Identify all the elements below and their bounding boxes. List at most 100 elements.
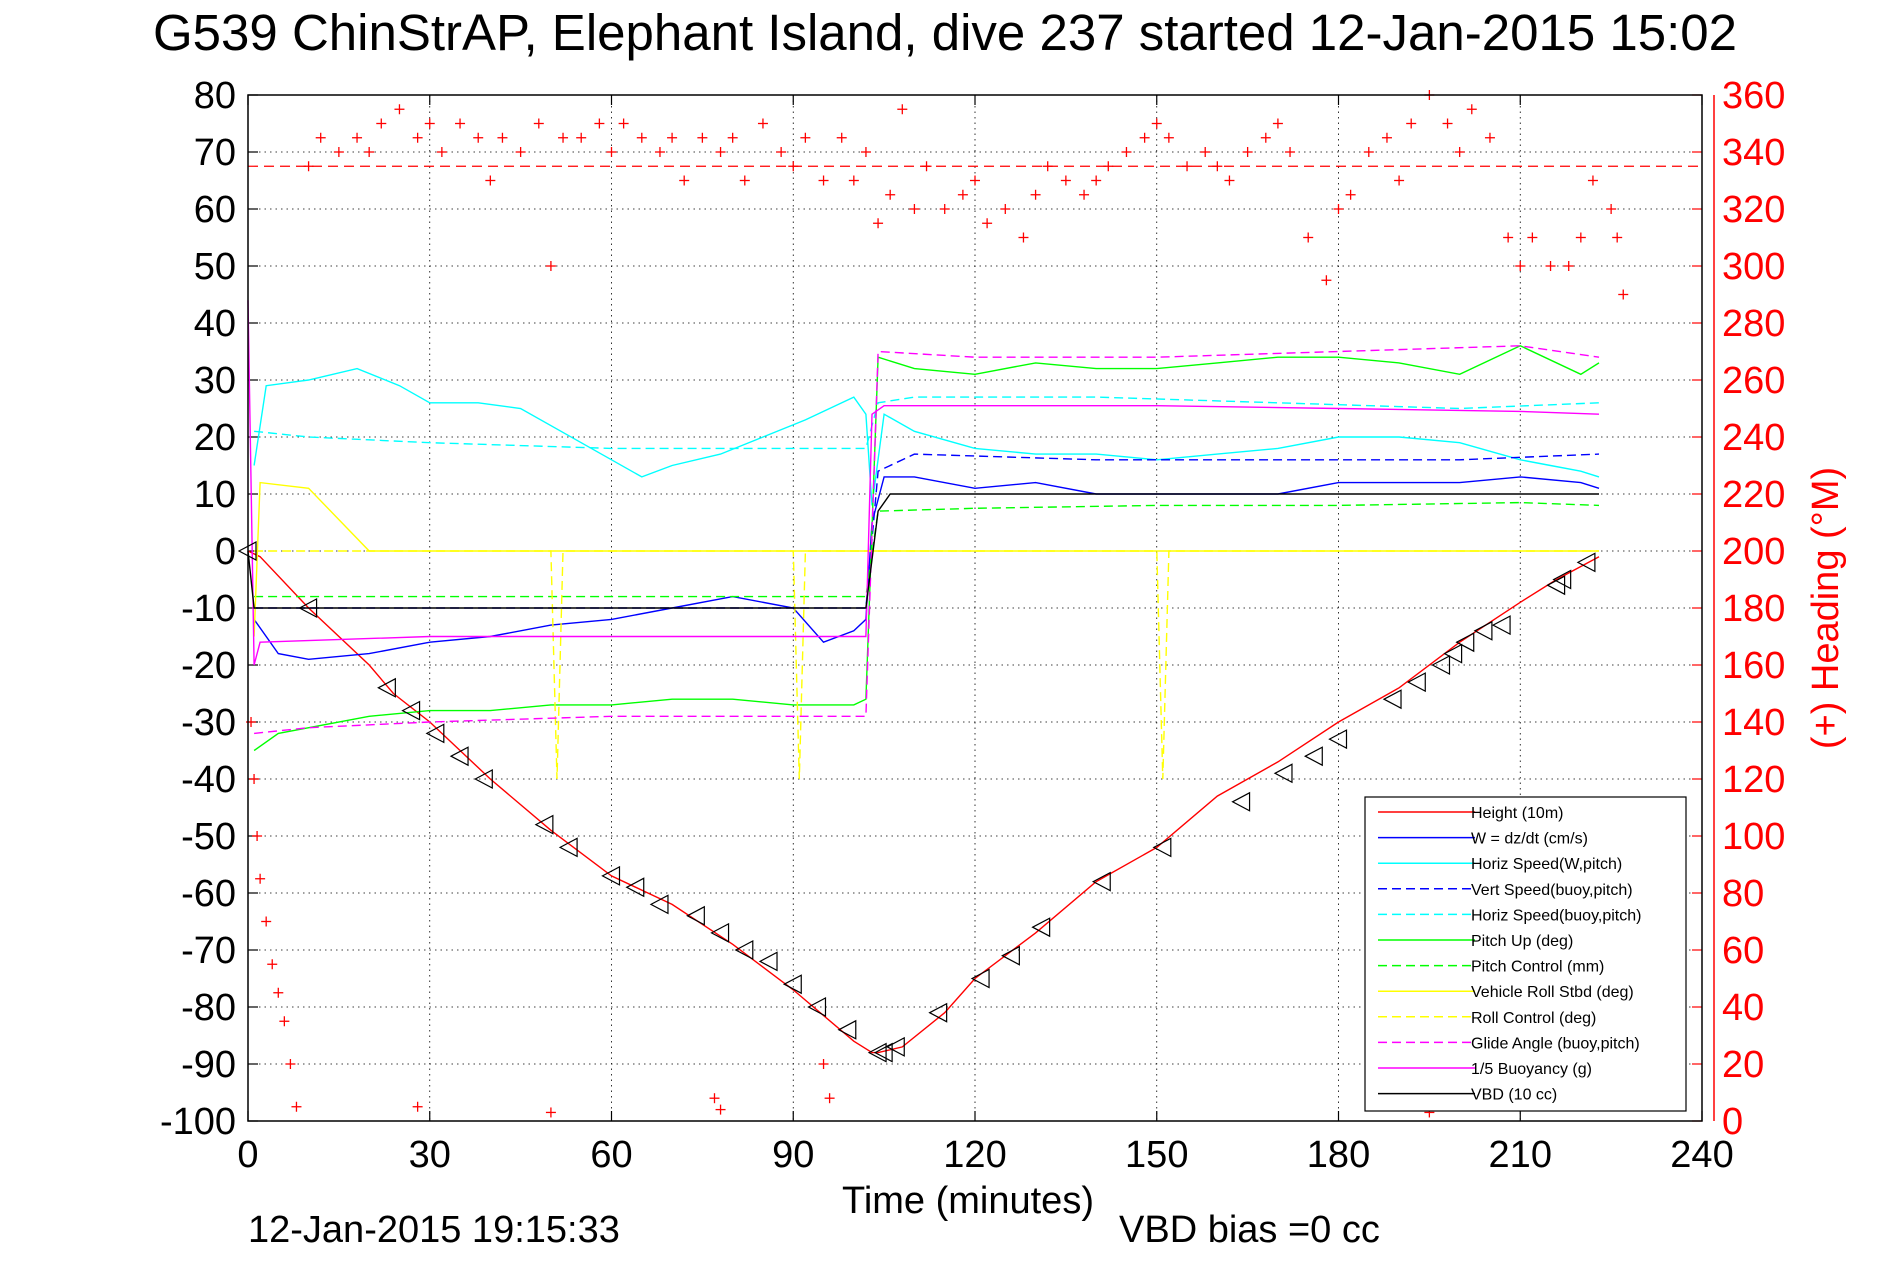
heading-point (1545, 261, 1556, 271)
depth-marker (1552, 569, 1572, 590)
heading-point (909, 204, 920, 214)
depth-marker (298, 598, 318, 618)
heading-point (1103, 161, 1114, 172)
heading-point (455, 118, 466, 129)
y-tick-label: 0 (215, 531, 236, 573)
heading-point (897, 104, 908, 115)
heading-point (473, 132, 484, 143)
heading-point (1515, 261, 1526, 271)
depth-marker (1273, 763, 1293, 784)
heading-point (249, 774, 260, 784)
heading-point (1030, 189, 1041, 200)
y-right-tick-label: 280 (1722, 303, 1785, 345)
y-tick-label: 70 (194, 132, 236, 174)
heading-point (252, 831, 263, 841)
y-right-tick-label: 240 (1722, 417, 1785, 459)
heading-point (279, 1016, 290, 1027)
heading-point (818, 1059, 829, 1069)
heading-point (333, 147, 344, 157)
heading-point (545, 1107, 556, 1118)
heading-point (757, 118, 768, 129)
heading-point (1042, 161, 1053, 172)
heading-point (1503, 232, 1514, 243)
depth-marker (807, 997, 827, 1017)
series-vbd-10-cc (247, 493, 1599, 609)
heading-point (285, 1059, 296, 1069)
chart-title: G539 ChinStrAP, Elephant Island, dive 23… (153, 4, 1737, 61)
heading-point (1484, 132, 1495, 143)
depth-marker (1576, 552, 1596, 573)
heading-point (558, 132, 569, 143)
heading-point (352, 132, 363, 143)
y-right-tick-label: 140 (1722, 702, 1785, 744)
heading-point (939, 204, 950, 214)
depth-marker (1091, 871, 1111, 892)
y-axis-left: 80 70 60 50 40 30 20 10 0 -10 -20 -30 -40 -50 -60 -70 -8… (160, 75, 258, 1143)
depth-marker (867, 1042, 887, 1063)
x-tick-label: 60 (590, 1134, 632, 1176)
legend-entry-label: Horiz Speed(buoy,pitch) (1471, 907, 1641, 924)
depth-marker (686, 905, 705, 926)
depth-marker (837, 1019, 857, 1040)
heading-point (1200, 147, 1211, 157)
depth-marker (401, 700, 421, 721)
y-tick-label: -10 (181, 588, 236, 630)
series-glide-angle-buoy-pitch (254, 345, 1600, 735)
depth-marker (1303, 746, 1323, 767)
series-1-5-buoyancy-g (247, 300, 1600, 666)
y-right-tick-label: 320 (1722, 189, 1785, 231)
depth-marker (1152, 837, 1172, 858)
y-tick-label: 10 (194, 474, 236, 516)
series-lines (247, 300, 1600, 1054)
heading-point (848, 175, 859, 186)
depth-marker (1406, 672, 1426, 693)
depth-marker (1491, 615, 1511, 636)
heading-point (776, 147, 787, 157)
y-right-tick-label: 20 (1722, 1044, 1764, 1086)
y-right-tick-label: 60 (1722, 930, 1764, 972)
heading-point (1363, 147, 1374, 157)
heading-point (1121, 147, 1132, 157)
heading-point (1260, 132, 1271, 143)
y-tick-label: -80 (181, 987, 236, 1029)
legend-entry-label: VBD (10 cc) (1471, 1087, 1557, 1104)
heading-point (1406, 118, 1417, 129)
heading-point (1442, 118, 1453, 129)
footer-timestamp: 12-Jan-2015 19:15:33 (248, 1209, 620, 1251)
y-right-tick-label: 180 (1722, 588, 1785, 630)
y-right-tick-label: 340 (1722, 132, 1785, 174)
depth-marker (1455, 632, 1475, 653)
heading-point (1454, 147, 1465, 157)
heading-point (1151, 118, 1162, 129)
depth-marker (558, 837, 578, 858)
heading-point (982, 218, 993, 229)
heading-point (376, 118, 387, 129)
depth-marker (928, 1002, 948, 1023)
heading-point (836, 132, 847, 143)
depth-marker (1431, 655, 1451, 675)
x-tick-label: 180 (1307, 1134, 1370, 1176)
y-tick-label: -60 (181, 873, 236, 915)
legend-entry-label: Pitch Control (mm) (1471, 959, 1604, 976)
depth-marker (449, 746, 469, 767)
y-tick-label: -30 (181, 702, 236, 744)
heading-point (739, 175, 750, 186)
heading-point (709, 1093, 720, 1104)
depth-marker (1328, 729, 1348, 750)
heading-point (636, 132, 647, 143)
legend-entry-label: Height (10m) (1471, 805, 1563, 822)
series-pitch-control-mm (254, 501, 1600, 598)
y-right-tick-label: 300 (1722, 246, 1785, 288)
series-horiz-speed-w-pitch (253, 367, 1600, 506)
heading-point (436, 147, 447, 157)
x-tick-label: 150 (1125, 1134, 1188, 1176)
depth-marker (625, 877, 645, 898)
heading-point (606, 147, 617, 157)
heading-point (970, 175, 980, 186)
heading-point (818, 175, 829, 186)
heading-point (594, 118, 605, 129)
y-axis-right: 3603403203002802602402202001801601401201… (1692, 75, 1785, 1143)
heading-point (267, 959, 278, 970)
footer-vbd-bias: VBD bias =0 cc (1119, 1209, 1380, 1251)
